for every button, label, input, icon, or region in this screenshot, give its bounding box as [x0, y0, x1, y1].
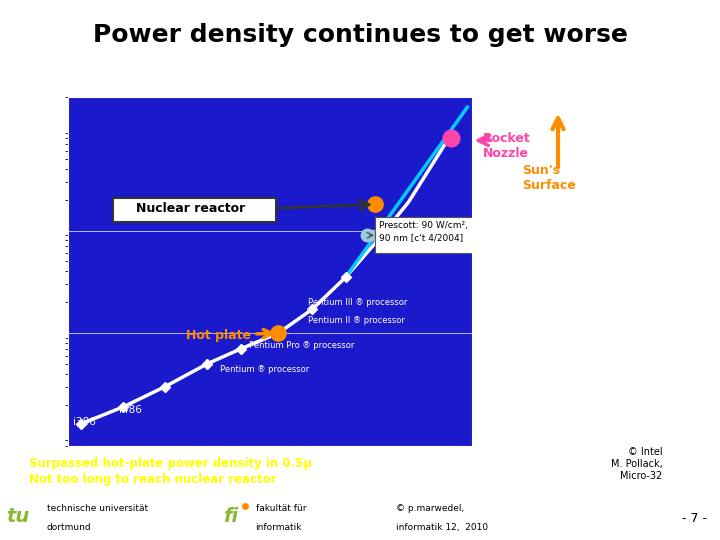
Text: Pentium Pro ® processor: Pentium Pro ® processor [249, 341, 354, 350]
FancyBboxPatch shape [375, 217, 476, 253]
Text: - 7 -: - 7 - [683, 512, 707, 525]
Text: Hot plate: Hot plate [186, 329, 271, 342]
Text: Power density continues to get worse: Power density continues to get worse [93, 23, 627, 47]
Text: Nuclear reactor: Nuclear reactor [135, 202, 245, 215]
Text: fi: fi [222, 507, 238, 526]
Text: Not too long to reach nuclear reactor: Not too long to reach nuclear reactor [29, 473, 276, 487]
Text: informatik 12,  2010: informatik 12, 2010 [396, 523, 488, 531]
Y-axis label: Watts/cm²: Watts/cm² [19, 243, 29, 300]
Text: tu: tu [6, 507, 30, 526]
FancyBboxPatch shape [112, 198, 276, 222]
Text: Rocket
Nozzle: Rocket Nozzle [482, 132, 530, 160]
Text: i486: i486 [119, 404, 142, 415]
Text: i386: i386 [73, 417, 96, 428]
Text: © p.marwedel,: © p.marwedel, [396, 504, 464, 514]
Text: Pentium II ® processor: Pentium II ® processor [308, 316, 405, 325]
Text: informatik: informatik [256, 523, 302, 531]
Text: fakultät für: fakultät für [256, 504, 306, 514]
Text: Surpassed hot-plate power density in 0.5µ: Surpassed hot-plate power density in 0.5… [29, 457, 312, 470]
Text: dortmund: dortmund [47, 523, 91, 531]
Text: Pentium III ® processor: Pentium III ® processor [308, 298, 408, 307]
Text: technische universität: technische universität [47, 504, 148, 514]
Text: Sun's
Surface: Sun's Surface [522, 164, 576, 192]
Text: Prescott: 90 W/cm²,
90 nm [c't 4/2004]: Prescott: 90 W/cm², 90 nm [c't 4/2004] [379, 221, 468, 242]
Text: Pentium ® processor: Pentium ® processor [220, 365, 309, 374]
Text: © Intel
M. Pollack,
Micro-32: © Intel M. Pollack, Micro-32 [611, 448, 662, 481]
